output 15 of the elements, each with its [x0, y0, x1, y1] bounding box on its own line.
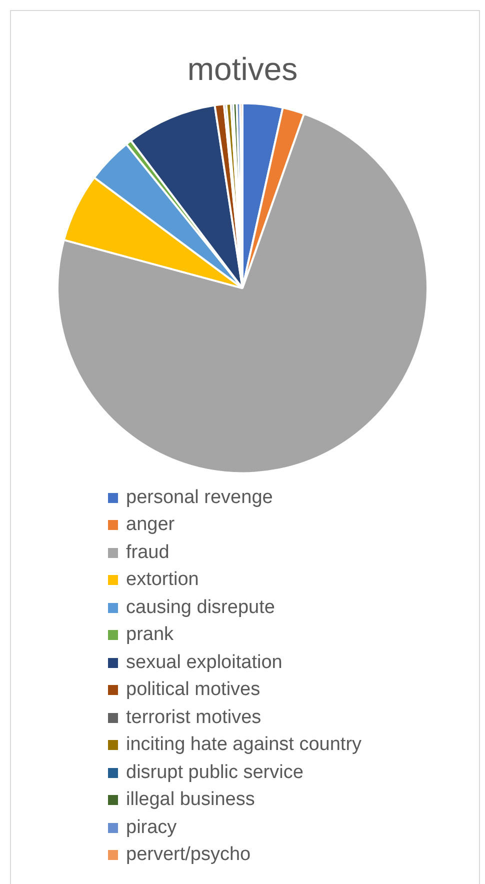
legend-label: anger [126, 514, 175, 536]
legend-label: sexual exploitation [126, 652, 282, 674]
legend-label: pervert/psycho [126, 844, 251, 866]
legend-label: fraud [126, 542, 170, 564]
legend-label: terrorist motives [126, 706, 262, 729]
legend-label: disrupt public service [126, 762, 304, 784]
legend-label: illegal business [126, 789, 255, 812]
legend-label: extortion [126, 569, 199, 592]
legend-label: inciting hate against country [126, 734, 362, 756]
legend-label: prank [126, 624, 174, 646]
chart-title: motives [187, 51, 298, 88]
legend-label: causing disrepute [126, 596, 275, 619]
legend-label: personal revenge [126, 486, 273, 509]
legend-label: piracy [126, 816, 177, 839]
legend-label: political motives [126, 679, 260, 702]
